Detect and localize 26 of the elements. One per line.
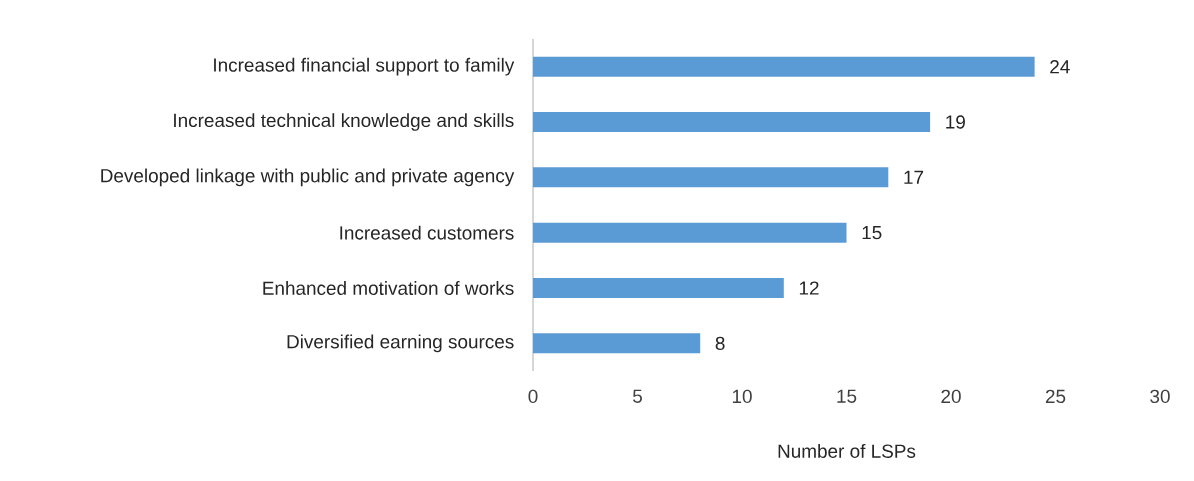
data-label: 19 [946, 115, 965, 129]
data-label: 12 [799, 281, 819, 295]
x-tick-label: 30 [1150, 389, 1170, 404]
bar [533, 278, 784, 299]
data-label: 24 [1050, 60, 1070, 74]
bar [533, 56, 1035, 77]
x-tick-label: 10 [732, 389, 752, 404]
data-label: 17 [904, 170, 924, 184]
y-tick-label: Diversified earning sources [287, 334, 514, 353]
x-tick-label: 0 [528, 389, 538, 404]
y-tick-label: Increased financial support to family [214, 57, 515, 76]
data-label: 15 [862, 226, 882, 240]
x-axis-title: Number of LSPs [778, 443, 916, 458]
bar [533, 222, 847, 243]
y-tick-label: Increased customers [340, 225, 514, 240]
y-tick-label: Developed linkage with public and private agency [101, 168, 515, 187]
y-tick-label: Increased technical knowledge and skills [174, 113, 514, 131]
x-tick-label: 20 [941, 389, 961, 404]
x-tick-label: 25 [1045, 389, 1066, 404]
data-label: 8 [715, 336, 725, 351]
bar [533, 333, 701, 354]
bar [533, 167, 889, 188]
x-tick-label: 5 [632, 389, 642, 403]
bar [533, 112, 931, 133]
y-tick-label: Enhanced motivation of works [263, 281, 514, 295]
x-tick-label: 15 [837, 389, 857, 403]
